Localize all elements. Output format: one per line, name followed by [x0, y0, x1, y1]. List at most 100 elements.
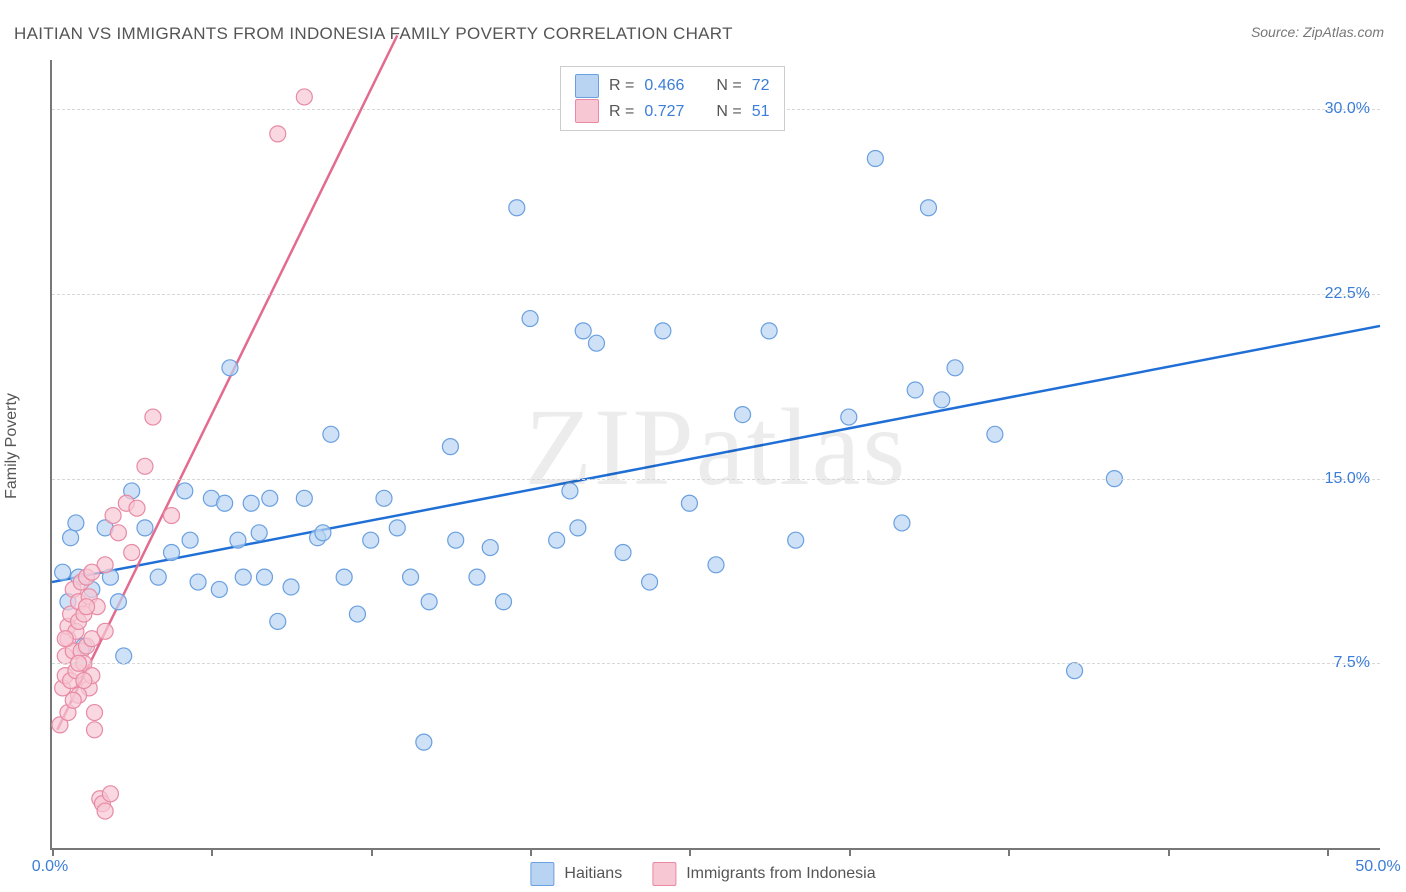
- data-point: [987, 426, 1003, 442]
- chart-plot-area: ZIPatlas 7.5%15.0%22.5%30.0%: [50, 60, 1380, 850]
- chart-source: Source: ZipAtlas.com: [1251, 24, 1384, 40]
- data-point: [403, 569, 419, 585]
- scatter-svg: [52, 60, 1380, 848]
- data-point: [615, 545, 631, 561]
- legend-n-label: N =: [716, 73, 741, 99]
- xtick: [1327, 848, 1329, 856]
- data-point: [735, 407, 751, 423]
- data-point: [116, 648, 132, 664]
- data-point: [1067, 663, 1083, 679]
- data-point: [102, 786, 118, 802]
- data-point: [262, 490, 278, 506]
- xtick: [1168, 848, 1170, 856]
- data-point: [97, 803, 113, 819]
- data-point: [761, 323, 777, 339]
- data-point: [222, 360, 238, 376]
- data-point: [867, 151, 883, 167]
- data-point: [124, 545, 140, 561]
- chart-title: HAITIAN VS IMMIGRANTS FROM INDONESIA FAM…: [14, 24, 733, 44]
- data-point: [315, 525, 331, 541]
- data-point: [947, 360, 963, 376]
- data-point: [137, 458, 153, 474]
- ytick-label: 30.0%: [1325, 100, 1370, 118]
- data-point: [655, 323, 671, 339]
- legend-n-value: 72: [752, 73, 770, 99]
- data-point: [336, 569, 352, 585]
- data-point: [145, 409, 161, 425]
- data-point: [150, 569, 166, 585]
- series-legend: Haitians Immigrants from Indonesia: [530, 862, 875, 886]
- data-point: [110, 594, 126, 610]
- legend-n-label: N =: [716, 99, 741, 125]
- data-point: [296, 490, 312, 506]
- data-point: [251, 525, 267, 541]
- legend-n-value: 51: [752, 99, 770, 125]
- legend-item: Haitians: [530, 862, 622, 886]
- ytick-label: 15.0%: [1325, 470, 1370, 488]
- data-point: [522, 311, 538, 327]
- data-point: [788, 532, 804, 548]
- data-point: [137, 520, 153, 536]
- xtick: [689, 848, 691, 856]
- data-point: [86, 722, 102, 738]
- data-point: [177, 483, 193, 499]
- data-point: [570, 520, 586, 536]
- data-point: [256, 569, 272, 585]
- data-point: [129, 500, 145, 516]
- data-point: [217, 495, 233, 511]
- data-point: [442, 439, 458, 455]
- data-point: [642, 574, 658, 590]
- legend-r-value: 0.727: [644, 99, 684, 125]
- data-point: [841, 409, 857, 425]
- data-point: [105, 508, 121, 524]
- ytick-label: 22.5%: [1325, 285, 1370, 303]
- data-point: [376, 490, 392, 506]
- data-point: [296, 89, 312, 105]
- data-point: [230, 532, 246, 548]
- legend-r-value: 0.466: [644, 73, 684, 99]
- data-point: [389, 520, 405, 536]
- xtick: [1008, 848, 1010, 856]
- data-point: [681, 495, 697, 511]
- data-point: [448, 532, 464, 548]
- legend-row: R = 0.727 N = 51: [575, 99, 770, 125]
- legend-item: Immigrants from Indonesia: [652, 862, 875, 886]
- gridline: [52, 663, 1380, 664]
- gridline: [52, 294, 1380, 295]
- legend-swatch: [575, 74, 599, 98]
- data-point: [235, 569, 251, 585]
- gridline: [52, 479, 1380, 480]
- data-point: [190, 574, 206, 590]
- data-point: [588, 335, 604, 351]
- data-point: [323, 426, 339, 442]
- data-point: [164, 545, 180, 561]
- data-point: [76, 673, 92, 689]
- legend-r-label: R =: [609, 73, 634, 99]
- xtick: [849, 848, 851, 856]
- data-point: [363, 532, 379, 548]
- data-point: [84, 564, 100, 580]
- data-point: [575, 323, 591, 339]
- legend-label: Haitians: [564, 865, 622, 883]
- data-point: [270, 126, 286, 142]
- xtick: [371, 848, 373, 856]
- xtick: [52, 848, 54, 856]
- data-point: [270, 613, 286, 629]
- legend-row: R = 0.466 N = 72: [575, 73, 770, 99]
- data-point: [482, 540, 498, 556]
- data-point: [65, 692, 81, 708]
- data-point: [934, 392, 950, 408]
- data-point: [63, 530, 79, 546]
- data-point: [283, 579, 299, 595]
- data-point: [86, 705, 102, 721]
- legend-swatch: [652, 862, 676, 886]
- data-point: [421, 594, 437, 610]
- data-point: [708, 557, 724, 573]
- xtick-label-max: 50.0%: [1355, 858, 1400, 876]
- legend-r-label: R =: [609, 99, 634, 125]
- data-point: [549, 532, 565, 548]
- data-point: [349, 606, 365, 622]
- data-point: [164, 508, 180, 524]
- data-point: [509, 200, 525, 216]
- xtick-label-min: 0.0%: [32, 858, 68, 876]
